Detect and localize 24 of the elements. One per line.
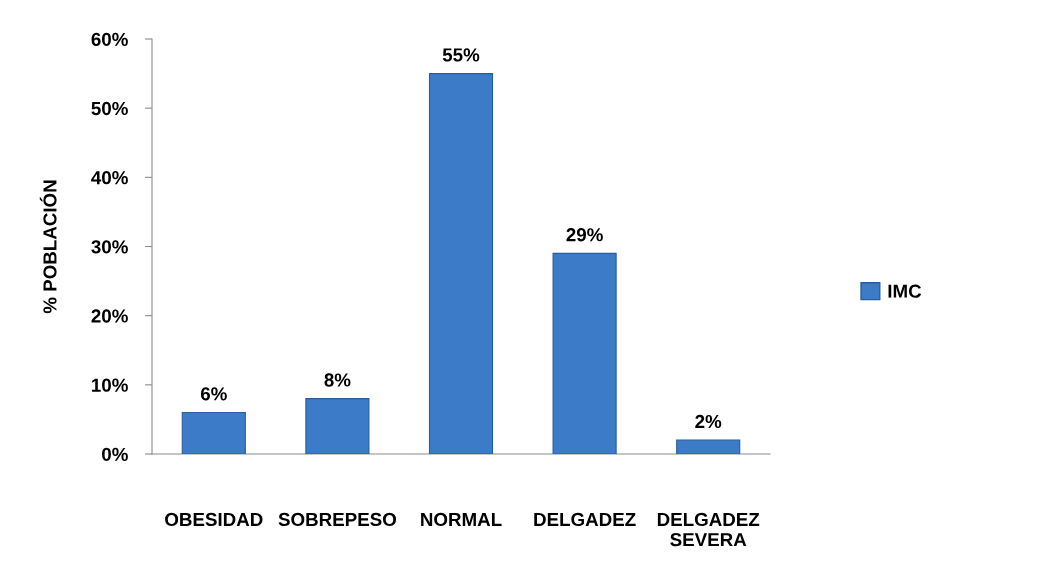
y-tick-label: 40% [91, 171, 128, 185]
y-tick-label: 60% [91, 32, 128, 46]
data-label: 2% [695, 414, 722, 429]
bar [428, 73, 494, 454]
x-tick-label: DELGADEZ [534, 512, 636, 527]
data-label: 29% [566, 228, 603, 242]
bar [305, 398, 370, 454]
bar [552, 252, 617, 454]
y-tick-label: 0% [102, 447, 128, 461]
legend-label: IMC [888, 284, 922, 298]
data-label: 55% [442, 48, 480, 62]
x-tick-label: OBESIDAD [165, 512, 263, 527]
y-tick-label: 20% [91, 309, 128, 323]
data-label: 8% [324, 373, 351, 387]
x-tick-label: NORMAL [421, 512, 502, 527]
x-tick-label: SOBREPESO [278, 512, 396, 527]
bar [181, 411, 246, 454]
y-tick-label: 30% [91, 240, 128, 254]
bar [676, 439, 741, 454]
x-tick-label: DELGADEZ SEVERA [657, 512, 760, 547]
y-tick-label: 50% [91, 101, 128, 116]
data-label: 6% [200, 387, 227, 401]
y-tick-label: 10% [92, 378, 128, 392]
y-axis-title: % POBLACIÓN [39, 180, 57, 314]
